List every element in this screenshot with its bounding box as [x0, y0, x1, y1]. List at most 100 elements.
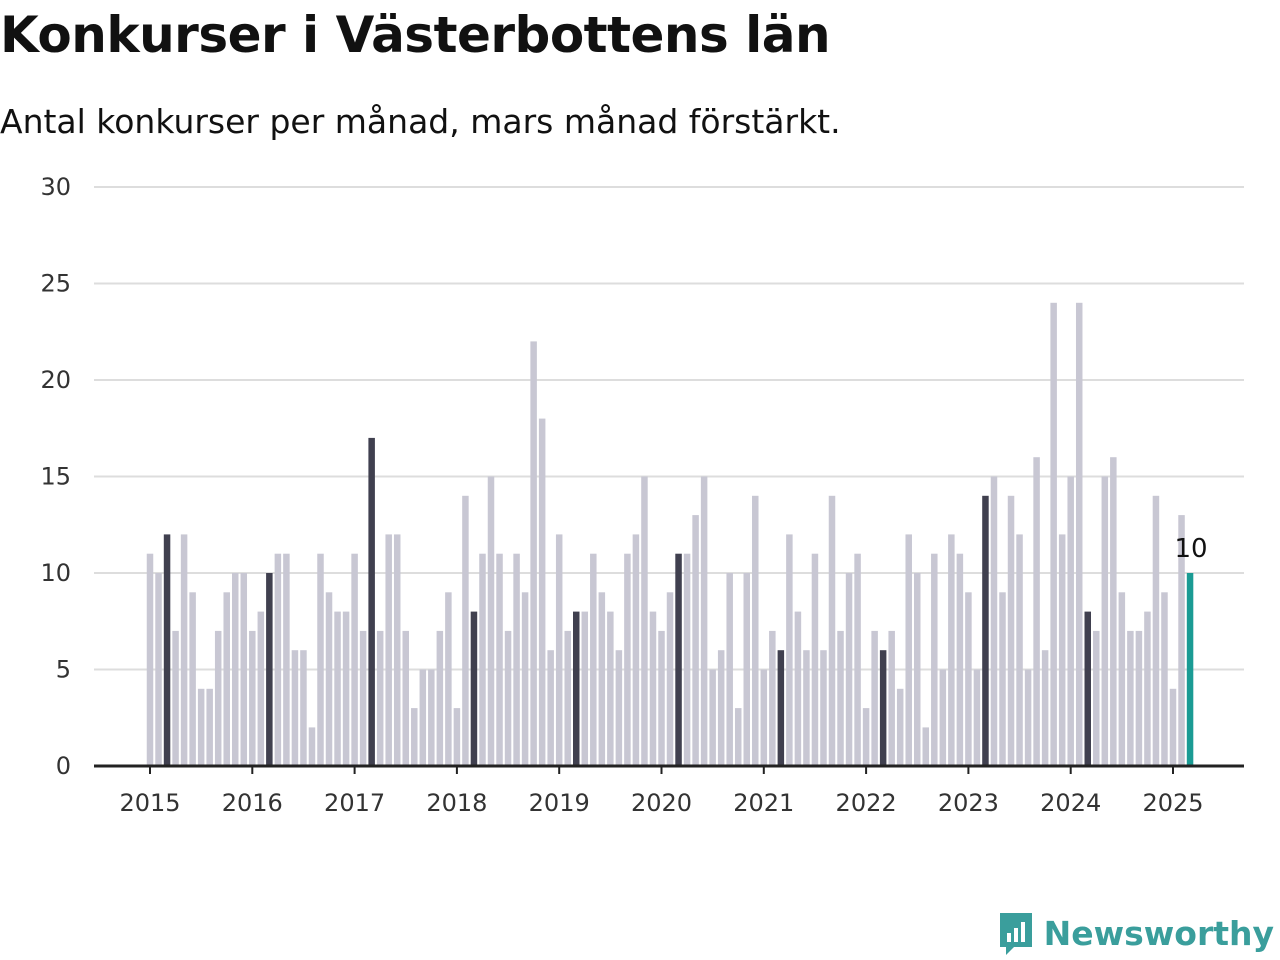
bar: [283, 553, 290, 766]
bar-march: [1084, 611, 1091, 766]
bar: [632, 534, 640, 766]
chart-title: Konkurser i Västerbottens län: [0, 6, 831, 64]
bar: [692, 515, 699, 766]
bar-latest: [1186, 573, 1194, 766]
bar: [581, 611, 589, 766]
bar: [999, 592, 1006, 766]
bar-march: [163, 534, 171, 766]
bars: [146, 302, 1194, 766]
bar: [479, 553, 486, 766]
y-tick-label: 5: [56, 656, 71, 684]
bar: [504, 630, 512, 766]
bar: [555, 534, 563, 766]
x-tick-label: 2021: [733, 789, 794, 817]
x-tick-label: 2015: [119, 789, 180, 817]
bar: [1093, 630, 1100, 766]
bar: [862, 708, 870, 766]
bar: [411, 708, 418, 766]
y-tick-label: 0: [56, 752, 71, 780]
bar: [189, 592, 196, 766]
bar: [752, 495, 759, 766]
bar: [232, 573, 239, 766]
bar: [547, 650, 554, 766]
bar: [1050, 302, 1057, 766]
bar: [1067, 476, 1074, 766]
bar: [990, 476, 998, 766]
bar: [496, 553, 503, 766]
y-tick-label: 20: [40, 366, 71, 394]
bar: [666, 592, 674, 766]
bar: [155, 573, 162, 766]
bar: [641, 476, 648, 766]
x-tick-label: 2023: [938, 789, 999, 817]
axes: [94, 764, 1244, 774]
bar-march: [266, 573, 273, 766]
bar: [223, 592, 230, 766]
bar: [811, 553, 819, 766]
bar: [649, 611, 657, 766]
bar: [871, 630, 878, 766]
bar: [428, 669, 435, 766]
bar: [334, 611, 341, 766]
bar: [905, 534, 912, 766]
bar-march: [573, 611, 580, 766]
x-tick-label: 2018: [426, 789, 487, 817]
bar: [1144, 611, 1151, 766]
bar: [487, 476, 495, 766]
bar: [1016, 534, 1023, 766]
bar: [257, 611, 265, 766]
bar-march: [368, 437, 375, 766]
bar: [206, 688, 213, 766]
bar: [1178, 515, 1185, 766]
brand-logo: Newsworthy: [996, 908, 1274, 958]
bar: [445, 592, 452, 766]
bar: [896, 688, 904, 766]
bar: [615, 650, 623, 766]
bar: [419, 669, 427, 766]
bar: [794, 611, 802, 766]
bar: [931, 553, 938, 766]
bar: [598, 592, 606, 766]
chart-subtitle: Antal konkurser per månad, mars månad fö…: [0, 102, 841, 141]
x-tick-label: 2022: [836, 789, 897, 817]
bar: [1135, 630, 1143, 766]
x-tick-label: 2019: [529, 789, 590, 817]
bar: [1041, 650, 1049, 766]
bar: [308, 727, 316, 766]
bar: [1110, 457, 1117, 766]
bar: [359, 630, 367, 766]
bar-march: [982, 495, 989, 766]
y-tick-label: 15: [40, 463, 71, 491]
bar: [590, 553, 597, 766]
bar: [803, 650, 810, 766]
bar: [214, 630, 222, 766]
bar: [1058, 534, 1066, 766]
bar: [820, 650, 827, 766]
newsworthy-logo-icon: [999, 913, 1032, 955]
bar: [1101, 476, 1109, 766]
bar: [1152, 495, 1160, 766]
bar: [854, 553, 861, 766]
bar: [888, 630, 895, 766]
bar: [786, 534, 793, 766]
bar: [717, 650, 725, 766]
bar: [922, 727, 930, 766]
bar: [607, 611, 614, 766]
bar: [828, 495, 836, 766]
x-tick-label: 2017: [324, 789, 385, 817]
bar: [521, 592, 529, 766]
bar: [769, 630, 776, 766]
bar: [948, 534, 955, 766]
bar: [291, 650, 299, 766]
bar: [837, 630, 844, 766]
bar: [709, 669, 716, 766]
bar: [393, 534, 401, 766]
bar-march: [470, 611, 478, 766]
bar: [1169, 688, 1177, 766]
bar-march: [675, 553, 682, 766]
x-tick-label: 2020: [631, 789, 692, 817]
bar: [376, 630, 384, 766]
bar: [956, 553, 964, 766]
bar: [1007, 495, 1015, 766]
bar: [436, 630, 444, 766]
